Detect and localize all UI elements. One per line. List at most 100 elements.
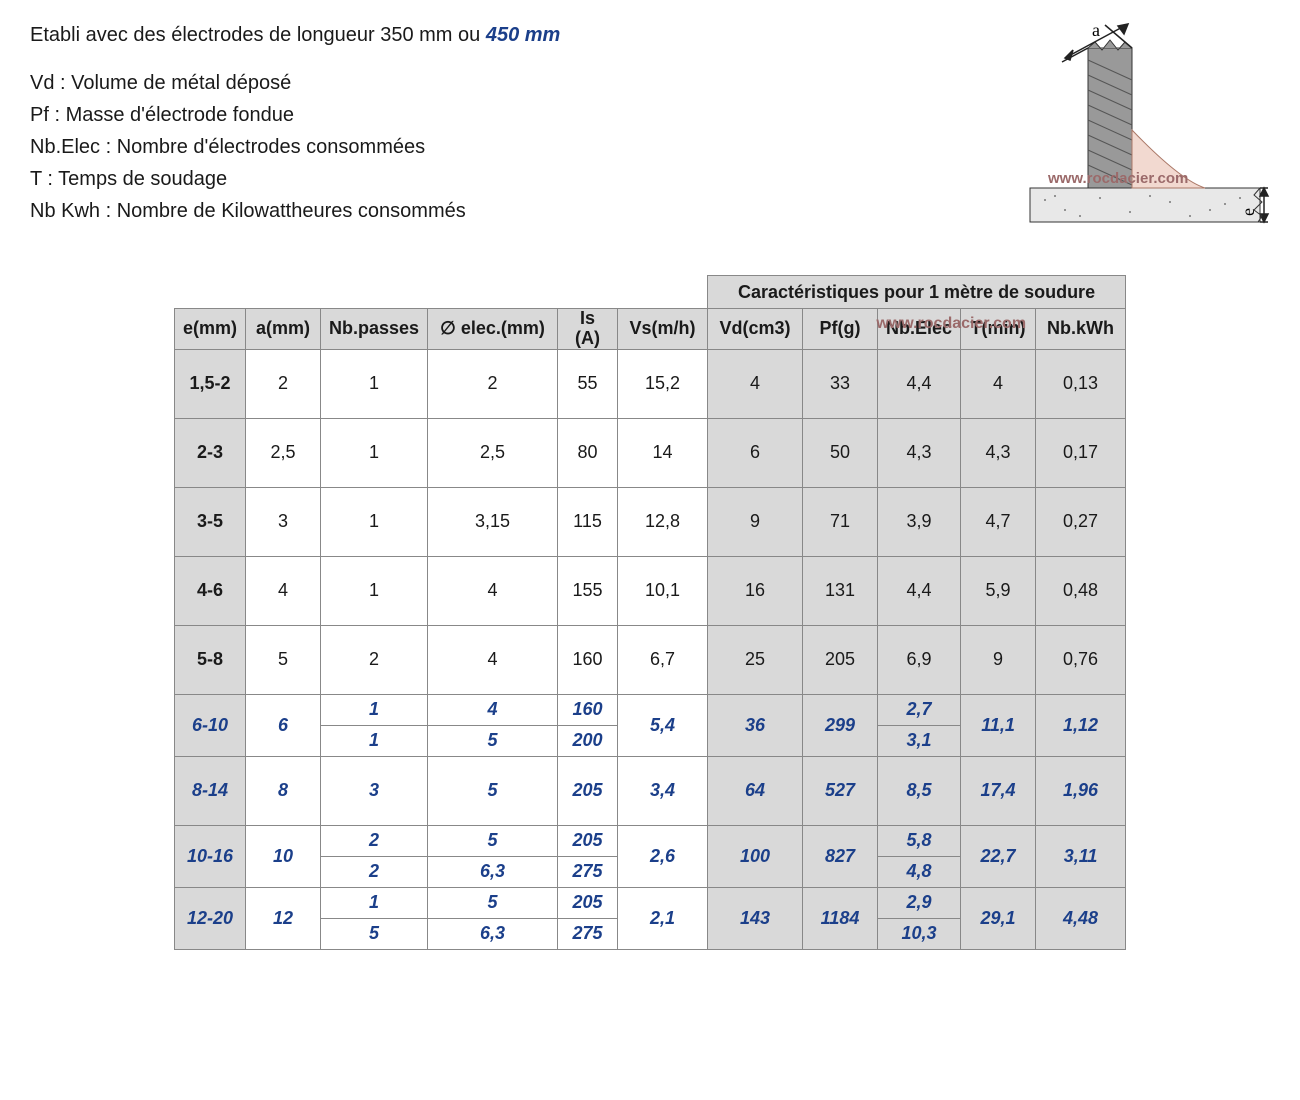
welding-table: Caractéristiques pour 1 mètre de soudure…: [174, 275, 1126, 950]
table-cell: 2,9: [878, 887, 961, 918]
intro-text: Etabli avec des électrodes de longueur 3…: [30, 20, 560, 228]
group-header: Caractéristiques pour 1 mètre de soudure: [708, 276, 1126, 309]
table-cell: 205: [558, 825, 618, 856]
table-cell: 6,3: [428, 918, 558, 949]
table-cell: 1,96: [1036, 756, 1126, 825]
table-cell: 2: [320, 856, 427, 887]
table-cell: 205: [558, 887, 618, 918]
table-cell: 50: [803, 418, 878, 487]
table-cell: 4,3: [878, 418, 961, 487]
col-np: Nb.passes: [320, 309, 427, 350]
table-cell: 6: [245, 694, 320, 756]
table-cell: 12,8: [618, 487, 708, 556]
col-e: e(mm): [174, 309, 245, 350]
dim-a-label: a: [1092, 20, 1100, 40]
table-cell: 4,48: [1036, 887, 1126, 949]
table-cell: 200: [558, 725, 618, 756]
col-vd: Vd(cm3): [708, 309, 803, 350]
table-cell: 64: [708, 756, 803, 825]
table-cell: 17,4: [961, 756, 1036, 825]
table-cell: 8-14: [174, 756, 245, 825]
table-cell: 2: [428, 349, 558, 418]
table-cell: 2: [320, 625, 427, 694]
table-cell: 14: [618, 418, 708, 487]
table-cell: 33: [803, 349, 878, 418]
table-cell: 299: [803, 694, 878, 756]
table-cell: 4-6: [174, 556, 245, 625]
column-header-row: e(mm) a(mm) Nb.passes ∅ elec.(mm) Is(A) …: [174, 309, 1125, 350]
table-cell: 6,9: [878, 625, 961, 694]
table-cell: 1,5-2: [174, 349, 245, 418]
table-cell: 15,2: [618, 349, 708, 418]
table-cell: 5,4: [618, 694, 708, 756]
table-cell: 6-10: [174, 694, 245, 756]
definitions: Vd : Volume de métal déposé Pf : Masse d…: [30, 68, 560, 226]
table-cell: 6: [708, 418, 803, 487]
table-row: 8-148352053,4645278,517,41,96: [174, 756, 1125, 825]
table-cell: 5: [428, 756, 558, 825]
table-cell: 4: [961, 349, 1036, 418]
table-cell: 275: [558, 918, 618, 949]
table-cell: 4,4: [878, 349, 961, 418]
table-cell: 9: [961, 625, 1036, 694]
def-nbkwh: Nb Kwh : Nombre de Kilowattheures consom…: [30, 196, 560, 226]
table-cell: 3,15: [428, 487, 558, 556]
def-t: T : Temps de soudage: [30, 164, 560, 194]
table-row: 1,5-22125515,24334,440,13: [174, 349, 1125, 418]
col-a: a(mm): [245, 309, 320, 350]
table-cell: 2-3: [174, 418, 245, 487]
table-cell: 160: [558, 694, 618, 725]
header-row: Etabli avec des électrodes de longueur 3…: [30, 20, 1270, 250]
table-cell: 0,17: [1036, 418, 1126, 487]
table-cell: 1: [320, 349, 427, 418]
table-cell: 205: [803, 625, 878, 694]
col-is: Is(A): [558, 309, 618, 350]
table-cell: 80: [558, 418, 618, 487]
table-cell: 4: [428, 694, 558, 725]
table-cell: 1,12: [1036, 694, 1126, 756]
table-cell: 0,48: [1036, 556, 1126, 625]
def-pf: Pf : Masse d'électrode fondue: [30, 100, 560, 130]
table-row: 6-106141605,4362992,711,11,12: [174, 694, 1125, 725]
table-row: 3-5313,1511512,89713,94,70,27: [174, 487, 1125, 556]
table-cell: 10: [245, 825, 320, 887]
table-cell: 4: [428, 556, 558, 625]
table-cell: 6,7: [618, 625, 708, 694]
table-cell: 9: [708, 487, 803, 556]
table-cell: 8,5: [878, 756, 961, 825]
table-cell: 8: [245, 756, 320, 825]
table-cell: 5,8: [878, 825, 961, 856]
table-cell: 2,6: [618, 825, 708, 887]
table-cell: 2,5: [428, 418, 558, 487]
table-cell: 100: [708, 825, 803, 887]
table-cell: 12-20: [174, 887, 245, 949]
table-cell: 6,3: [428, 856, 558, 887]
table-cell: 2: [245, 349, 320, 418]
table-cell: 1184: [803, 887, 878, 949]
table-cell: 115: [558, 487, 618, 556]
table-cell: 11,1: [961, 694, 1036, 756]
table-cell: 0,13: [1036, 349, 1126, 418]
table-cell: 3: [245, 487, 320, 556]
title-line: Etabli avec des électrodes de longueur 3…: [30, 20, 560, 50]
table-cell: 143: [708, 887, 803, 949]
table-cell: 1: [320, 418, 427, 487]
table-cell: 10,1: [618, 556, 708, 625]
table-cell: 131: [803, 556, 878, 625]
table-cell: 0,27: [1036, 487, 1126, 556]
table-cell: 3,1: [878, 725, 961, 756]
table-cell: 1: [320, 887, 427, 918]
table-cell: 0,76: [1036, 625, 1126, 694]
table-cell: 527: [803, 756, 878, 825]
table-cell: 71: [803, 487, 878, 556]
col-pf: Pf(g): [803, 309, 878, 350]
table-row: 12-2012152052,114311842,929,14,48: [174, 887, 1125, 918]
table-cell: 3-5: [174, 487, 245, 556]
table-cell: 55: [558, 349, 618, 418]
table-cell: 4: [428, 625, 558, 694]
table-cell: 3,11: [1036, 825, 1126, 887]
table-cell: 4,3: [961, 418, 1036, 487]
table-cell: 275: [558, 856, 618, 887]
table-cell: 2,1: [618, 887, 708, 949]
table-cell: 10,3: [878, 918, 961, 949]
